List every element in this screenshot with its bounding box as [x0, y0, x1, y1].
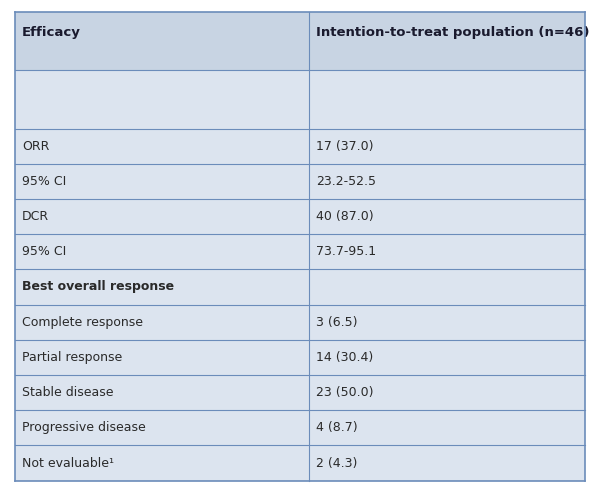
Bar [15, 234, 585, 269]
Bar [15, 375, 585, 410]
Text: Not evaluable¹: Not evaluable¹ [22, 457, 114, 469]
Text: DCR: DCR [22, 210, 49, 223]
Bar [15, 305, 585, 340]
Text: 17 (37.0): 17 (37.0) [316, 140, 373, 153]
Text: 4 (8.7): 4 (8.7) [316, 422, 358, 434]
Text: 14 (30.4): 14 (30.4) [316, 351, 373, 364]
Bar [15, 269, 585, 305]
Text: Stable disease: Stable disease [22, 386, 114, 399]
Text: 95% CI: 95% CI [22, 246, 67, 258]
Bar [15, 446, 585, 481]
Text: Complete response: Complete response [22, 316, 143, 329]
Text: 95% CI: 95% CI [22, 175, 67, 188]
Text: 2 (4.3): 2 (4.3) [316, 457, 357, 469]
Bar [15, 410, 585, 446]
Text: Best overall response: Best overall response [22, 281, 175, 293]
Bar [15, 12, 585, 70]
Bar [15, 340, 585, 375]
Text: Intention-to-treat population (n=46): Intention-to-treat population (n=46) [316, 26, 589, 39]
Bar [15, 199, 585, 234]
Text: Efficacy: Efficacy [22, 26, 81, 39]
Text: ORR: ORR [22, 140, 50, 153]
Text: 73.7-95.1: 73.7-95.1 [316, 246, 376, 258]
Text: Partial response: Partial response [22, 351, 122, 364]
Text: 23.2-52.5: 23.2-52.5 [316, 175, 376, 188]
Text: 23 (50.0): 23 (50.0) [316, 386, 373, 399]
Bar [15, 70, 585, 129]
Bar [15, 164, 585, 199]
Text: Progressive disease: Progressive disease [22, 422, 146, 434]
Text: 40 (87.0): 40 (87.0) [316, 210, 373, 223]
Text: 3 (6.5): 3 (6.5) [316, 316, 357, 329]
Bar [15, 129, 585, 164]
